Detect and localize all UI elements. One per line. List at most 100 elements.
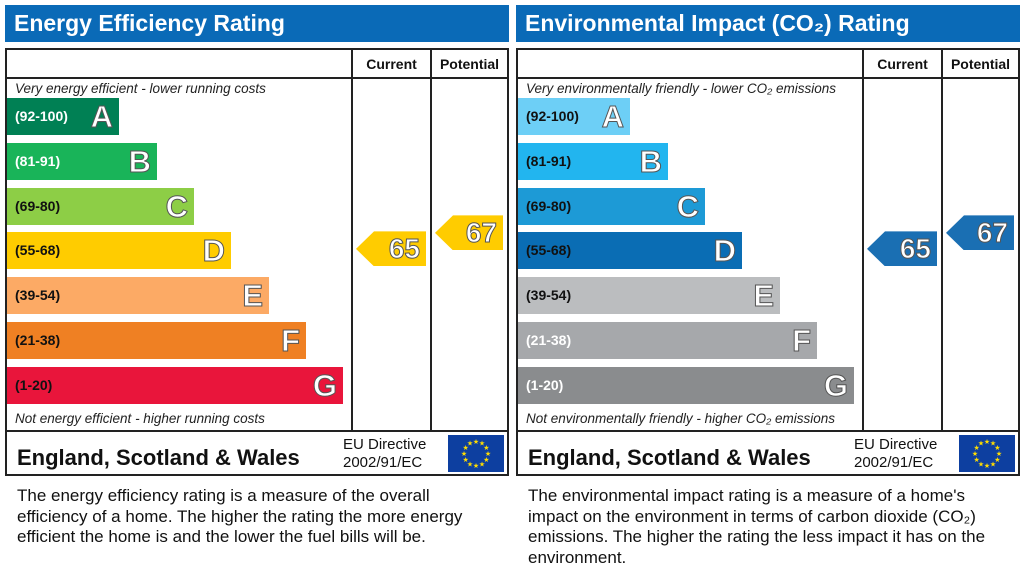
svg-text:★: ★ bbox=[485, 450, 491, 458]
band-a: (92-100) A bbox=[518, 98, 630, 135]
svg-text:★: ★ bbox=[473, 438, 479, 446]
band-range: (69-80) bbox=[526, 197, 572, 214]
svg-text:★: ★ bbox=[984, 438, 990, 446]
column-header-potential: Potential bbox=[439, 56, 500, 72]
band-f: (21-38) F bbox=[7, 322, 306, 359]
band-c: (69-80) C bbox=[518, 187, 705, 225]
header-divider bbox=[518, 77, 1018, 79]
band-letter: E bbox=[242, 278, 264, 314]
band-letter: B bbox=[639, 143, 662, 179]
description: The environmental impact rating is a mea… bbox=[528, 486, 986, 567]
top-note: Very energy efficient - lower running co… bbox=[15, 81, 266, 96]
top-note: Very environmentally friendly - lower CO… bbox=[526, 81, 836, 96]
svg-text:★: ★ bbox=[972, 450, 978, 458]
svg-text:★: ★ bbox=[483, 456, 489, 464]
band-range: (81-91) bbox=[526, 152, 572, 169]
svg-text:★: ★ bbox=[462, 456, 468, 464]
band-range: (39-54) bbox=[15, 287, 61, 304]
epc-panel-energy: Energy Efficiency Rating Current Potential… bbox=[5, 0, 509, 570]
band-b: (81-91) B bbox=[518, 142, 668, 180]
svg-text:★: ★ bbox=[973, 456, 979, 464]
footer-divider bbox=[518, 430, 1018, 432]
svg-text:★: ★ bbox=[978, 440, 984, 448]
eu-directive-line1: EU Directive bbox=[343, 436, 427, 453]
column-divider bbox=[351, 50, 353, 432]
bottom-note: Not energy efficient - higher running co… bbox=[15, 411, 265, 426]
band-range: (1-20) bbox=[15, 376, 53, 393]
band-d: (55-68) D bbox=[7, 232, 231, 270]
header-divider bbox=[7, 77, 507, 79]
band-range: (21-38) bbox=[15, 332, 61, 348]
band-e: (39-54) E bbox=[7, 277, 269, 315]
eu-flag-icon: ★ ★ ★ ★ ★ ★ ★ ★ ★ ★ ★ ★ bbox=[959, 435, 1015, 472]
band-letter: F bbox=[792, 323, 812, 359]
svg-text:★: ★ bbox=[994, 456, 1000, 464]
svg-text:★: ★ bbox=[467, 460, 473, 468]
band-letter: D bbox=[202, 233, 225, 269]
svg-text:★: ★ bbox=[462, 444, 468, 452]
band-range: (1-20) bbox=[526, 376, 564, 393]
band-e: (39-54) E bbox=[518, 277, 780, 315]
country-label: England, Scotland & Wales bbox=[528, 445, 811, 470]
band-range: (55-68) bbox=[526, 242, 572, 259]
rating-arrow-current: 65 bbox=[867, 231, 937, 267]
column-header-current: Current bbox=[877, 56, 928, 72]
band-range: (55-68) bbox=[15, 242, 61, 259]
svg-text:★: ★ bbox=[978, 460, 984, 468]
band-g: (1-20) G bbox=[518, 366, 854, 404]
eu-directive: EU Directive 2002/91/EC bbox=[854, 436, 937, 472]
eu-directive-line2: 2002/91/EC bbox=[854, 454, 934, 471]
band-range: (39-54) bbox=[526, 287, 572, 304]
chart-title: Energy Efficiency Rating bbox=[5, 5, 509, 42]
band-letter: G bbox=[823, 367, 848, 403]
rating-arrow-current: 65 bbox=[356, 231, 426, 267]
svg-text:★: ★ bbox=[990, 440, 996, 448]
svg-text:★: ★ bbox=[994, 444, 1000, 452]
description: The energy efficiency rating is a measur… bbox=[17, 486, 463, 546]
svg-text:★: ★ bbox=[973, 444, 979, 452]
band-letter: A bbox=[601, 99, 624, 135]
rating-arrow-potential: 67 bbox=[946, 215, 1014, 251]
eu-directive-line2: 2002/91/EC bbox=[343, 454, 423, 471]
bottom-note: Not environmentally friendly - higher CO… bbox=[526, 411, 836, 426]
column-header-current: Current bbox=[366, 56, 417, 72]
svg-text:★: ★ bbox=[479, 460, 485, 468]
column-divider bbox=[941, 50, 943, 432]
band-letter: D bbox=[713, 233, 736, 269]
band-range: (92-100) bbox=[526, 108, 579, 124]
svg-text:★: ★ bbox=[984, 462, 990, 470]
eu-flag-icon: ★ ★ ★ ★ ★ ★ ★ ★ ★ ★ ★ ★ bbox=[448, 435, 504, 472]
band-a: (92-100) A bbox=[7, 98, 119, 135]
country-label: England, Scotland & Wales bbox=[17, 445, 300, 470]
column-divider bbox=[862, 50, 864, 432]
eu-directive-line1: EU Directive bbox=[854, 436, 938, 453]
svg-text:★: ★ bbox=[483, 444, 489, 452]
band-letter: B bbox=[128, 143, 151, 179]
band-b: (81-91) B bbox=[7, 142, 157, 180]
column-header-potential: Potential bbox=[950, 56, 1011, 72]
eu-directive: EU Directive 2002/91/EC bbox=[343, 436, 426, 472]
band-range: (21-38) bbox=[526, 332, 572, 348]
band-letter: C bbox=[676, 188, 699, 224]
footer-divider bbox=[7, 430, 507, 432]
svg-text:★: ★ bbox=[479, 440, 485, 448]
svg-text:★: ★ bbox=[467, 440, 473, 448]
svg-text:★: ★ bbox=[473, 462, 479, 470]
band-letter: E bbox=[753, 278, 775, 314]
band-g: (1-20) G bbox=[7, 366, 343, 404]
band-range: (69-80) bbox=[15, 197, 61, 214]
rating-arrow-potential: 67 bbox=[435, 215, 503, 251]
band-letter: G bbox=[312, 367, 337, 403]
svg-text:★: ★ bbox=[461, 450, 467, 458]
band-letter: F bbox=[281, 323, 301, 359]
band-d: (55-68) D bbox=[518, 232, 742, 270]
band-f: (21-38) F bbox=[518, 322, 817, 359]
band-c: (69-80) C bbox=[7, 187, 194, 225]
svg-text:★: ★ bbox=[990, 460, 996, 468]
band-range: (92-100) bbox=[15, 108, 68, 124]
band-letter: A bbox=[90, 99, 113, 135]
svg-text:★: ★ bbox=[996, 450, 1002, 458]
band-letter: C bbox=[165, 188, 188, 224]
chart-title: Environmental Impact (CO₂) Rating bbox=[516, 5, 1020, 42]
rating-table: Current Potential Very energy efficient - … bbox=[5, 48, 509, 476]
